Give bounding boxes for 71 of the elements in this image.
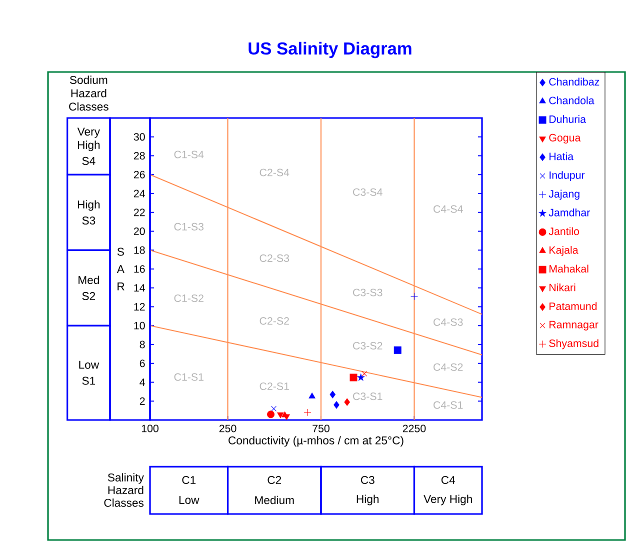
y-tick-label: 22 (134, 208, 145, 216)
y-tick-label: 16 (134, 265, 145, 273)
y-axis-title: S A R (116, 248, 124, 290)
annotation: C2-S3 (260, 254, 290, 262)
y-tick-label: 4 (140, 378, 145, 386)
text: Low (79, 360, 100, 369)
annotation: C3-S2 (353, 342, 382, 350)
legend-label: Jantilo (548, 227, 580, 236)
text: C1 (182, 476, 196, 484)
y-tick-label: 10 (134, 322, 145, 330)
text: Very High (77, 128, 100, 152)
annotation: C1-S1 (174, 373, 204, 381)
y-tick-label: 18 (134, 246, 145, 254)
x-tick-label: 250 (219, 424, 236, 432)
annotation: C4-S2 (434, 363, 463, 371)
x-tick-label: 2250 (402, 424, 426, 432)
text: S2 (82, 292, 96, 300)
annotation: C4-S3 (434, 318, 463, 326)
legend-label: Ramnagar (550, 320, 598, 330)
text: Low (179, 496, 200, 504)
legend-label: Chandola (549, 96, 594, 104)
annotation: C4-S4 (434, 205, 463, 213)
text: Medium (255, 496, 294, 504)
annotation: C2-S1 (260, 382, 289, 390)
y-tick-label: 12 (134, 303, 145, 310)
annotation: C3-S4 (353, 188, 382, 196)
y-tick-label: 6 (140, 360, 145, 368)
annotation: C4-S1 (434, 401, 463, 409)
legend-label: Gogua (549, 134, 581, 144)
text: High (78, 200, 100, 211)
legend-label: Jamdhar (548, 208, 590, 216)
y-tick-label: 28 (134, 152, 145, 160)
annotation: C2-S2 (260, 317, 289, 325)
annotation: C2-S4 (260, 168, 290, 176)
legend-label: Jajang (548, 190, 580, 200)
annotation: C1-S4 (174, 150, 204, 158)
y-tick-label: 24 (134, 190, 145, 198)
x-tick-label: 750 (312, 424, 330, 432)
y-tick-label: 20 (134, 227, 145, 236)
text: S1 (82, 376, 96, 385)
legend-label: Shyamsud (549, 339, 598, 350)
legend-label: Patamund (550, 302, 597, 310)
legend-label: Duhuria (550, 115, 586, 123)
legend-label: Nikari (550, 283, 576, 292)
y-tick-label: 2 (140, 397, 145, 405)
y-tick-label: 8 (140, 340, 145, 348)
text: High (356, 494, 379, 506)
text: Very High (424, 494, 472, 506)
y-tick-label: 30 (134, 133, 145, 141)
text: Sodium Hazard Classes (69, 76, 108, 111)
x-axis-title: Conductivity (µ-mhos / cm at 25°C) (228, 436, 404, 447)
y-tick-label: 26 (134, 170, 145, 178)
annotation: C1-S3 (174, 222, 204, 230)
annotation: C3-S3 (353, 288, 382, 296)
chart-title: US Salinity Diagram (248, 42, 412, 58)
legend-label: Indupur (550, 171, 585, 182)
text: C2 (268, 476, 282, 484)
text: C4 (441, 476, 456, 484)
text: Med (78, 276, 99, 284)
x-tick-label: 100 (142, 424, 158, 432)
legend-label: Mahakal (550, 264, 588, 273)
legend-label: Hatia (550, 152, 574, 160)
annotation: C1-S2 (174, 294, 204, 302)
text: C3 (360, 476, 374, 484)
y-tick-label: 14 (134, 284, 145, 292)
text: S4 (82, 156, 96, 165)
legend-label: Chandibaz (549, 78, 600, 86)
legend-label: Kajala (550, 246, 578, 256)
annotation: C3-S1 (353, 392, 382, 400)
text: Salinity Hazard Classes (104, 473, 144, 507)
text: S3 (82, 216, 96, 225)
